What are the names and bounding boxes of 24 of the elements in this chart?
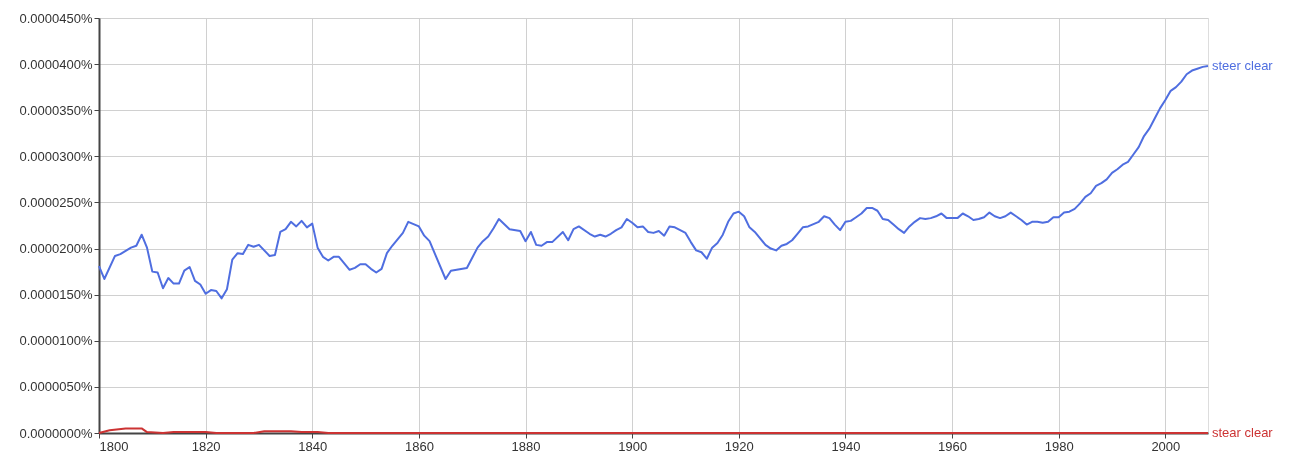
y-tick-label: 0.0000400% — [19, 56, 93, 72]
x-tick-label: 2000 — [1151, 438, 1181, 454]
y-tick-label: 0.0000100% — [19, 333, 93, 349]
x-tick-label: 1880 — [511, 438, 541, 454]
x-tick-label: 1960 — [938, 438, 968, 454]
y-tick-label: 0.0000350% — [19, 102, 93, 118]
y-tick-label: 0.0000300% — [19, 148, 93, 164]
y-tick-label: 0.0000200% — [19, 241, 93, 257]
y-tick-label: 0.0000450% — [19, 10, 93, 26]
x-tick-label: 1940 — [831, 438, 861, 454]
line-series — [98, 64, 1209, 300]
x-tick-label: 1820 — [191, 438, 221, 454]
y-tick-label: 0.0000250% — [19, 194, 93, 210]
y-tick-label: 0.0000050% — [19, 379, 93, 395]
x-tick-label: 1980 — [1044, 438, 1074, 454]
x-tick-label: 1800 — [99, 438, 129, 454]
series-label: steer clear — [1212, 57, 1274, 73]
x-tick-label: 1920 — [724, 438, 754, 454]
series-label: stear clear — [1212, 425, 1274, 440]
x-tick-label: 1860 — [404, 438, 434, 454]
x-tick-label: 1840 — [298, 438, 328, 454]
y-tick-label: 0.0000150% — [19, 287, 93, 303]
x-tick-label: 1900 — [618, 438, 648, 454]
y-tick-label: 0.0000000% — [19, 425, 93, 441]
